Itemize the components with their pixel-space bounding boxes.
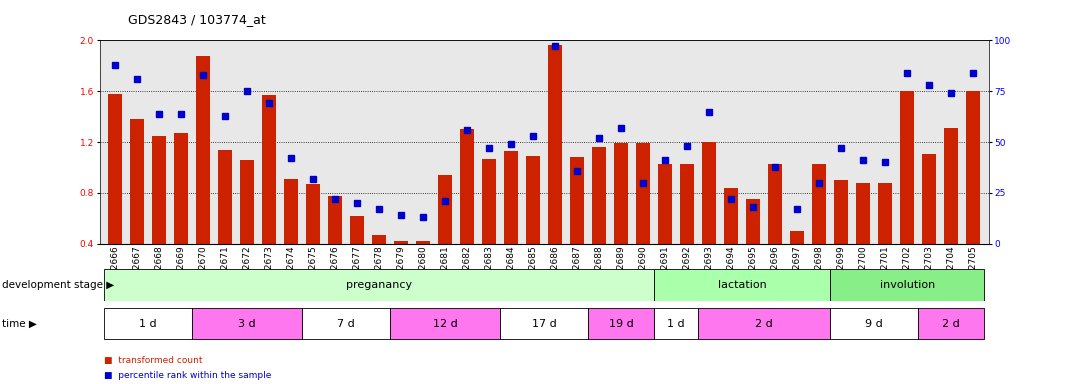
Text: 2 d: 2 d — [755, 318, 773, 329]
Text: 2 d: 2 d — [943, 318, 960, 329]
Bar — [526, 156, 540, 244]
Text: 17 d: 17 d — [532, 318, 556, 329]
Bar — [240, 160, 254, 244]
Bar — [966, 91, 980, 244]
Text: ■  percentile rank within the sample: ■ percentile rank within the sample — [104, 371, 271, 380]
Bar — [482, 159, 496, 244]
Bar — [654, 270, 830, 301]
Text: lactation: lactation — [718, 280, 766, 290]
Bar — [702, 142, 716, 244]
Bar — [218, 150, 232, 244]
Bar — [812, 164, 826, 244]
Bar — [588, 308, 654, 339]
Bar — [262, 95, 276, 244]
Text: preganancy: preganancy — [346, 280, 412, 290]
Bar — [548, 45, 562, 244]
Text: GDS2843 / 103774_at: GDS2843 / 103774_at — [128, 13, 266, 26]
Bar — [654, 308, 698, 339]
Text: ■  transformed count: ■ transformed count — [104, 356, 202, 366]
Bar — [327, 195, 342, 244]
Bar — [878, 183, 892, 244]
Bar — [944, 128, 959, 244]
Bar — [856, 183, 870, 244]
Bar — [636, 143, 651, 244]
Bar — [460, 129, 474, 244]
Bar — [372, 235, 386, 244]
Bar — [768, 164, 782, 244]
Text: 1 d: 1 d — [139, 318, 156, 329]
Text: 9 d: 9 d — [866, 318, 883, 329]
Text: 7 d: 7 d — [337, 318, 355, 329]
Bar — [302, 308, 391, 339]
Text: 12 d: 12 d — [432, 318, 458, 329]
Bar — [830, 270, 984, 301]
Bar — [152, 136, 166, 244]
Bar — [306, 184, 320, 244]
Bar — [746, 199, 761, 244]
Bar — [391, 308, 500, 339]
Bar — [918, 308, 984, 339]
Text: involution: involution — [880, 280, 935, 290]
Bar — [504, 151, 518, 244]
Bar — [724, 188, 738, 244]
Bar — [129, 119, 144, 244]
Text: 3 d: 3 d — [239, 318, 256, 329]
Text: 1 d: 1 d — [668, 318, 685, 329]
Bar — [104, 270, 654, 301]
Bar — [350, 216, 364, 244]
Bar — [614, 143, 628, 244]
Bar — [922, 154, 936, 244]
Bar — [835, 180, 849, 244]
Bar — [698, 308, 830, 339]
Bar — [192, 308, 302, 339]
Bar — [658, 164, 672, 244]
Bar — [900, 91, 915, 244]
Bar — [416, 241, 430, 244]
Bar — [394, 241, 408, 244]
Bar — [108, 94, 122, 244]
Bar — [438, 175, 453, 244]
Bar — [500, 308, 589, 339]
Bar — [570, 157, 584, 244]
Text: 19 d: 19 d — [609, 318, 633, 329]
Bar — [790, 231, 805, 244]
Bar — [196, 56, 210, 244]
Bar — [104, 308, 192, 339]
Bar — [592, 147, 607, 244]
Bar — [284, 179, 299, 244]
Bar — [681, 164, 694, 244]
Bar — [830, 308, 918, 339]
Text: time ▶: time ▶ — [2, 318, 37, 329]
Text: development stage ▶: development stage ▶ — [2, 280, 114, 290]
Bar — [173, 133, 188, 244]
